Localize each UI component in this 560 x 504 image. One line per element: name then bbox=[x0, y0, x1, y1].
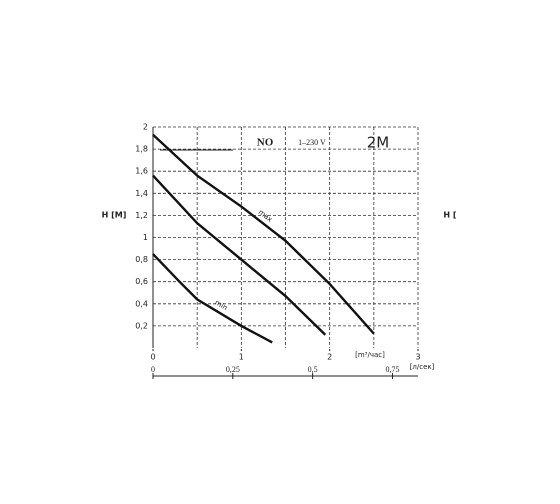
x2-tick-label: 0,75 bbox=[385, 365, 399, 374]
y-label: H [M] bbox=[102, 211, 127, 220]
x-tick-label: 3 bbox=[415, 353, 420, 362]
curve bbox=[152, 253, 273, 344]
x2-tick-label: 0,5 bbox=[308, 365, 318, 374]
x-unit: [m³/час] bbox=[355, 351, 385, 359]
x2-unit: [л/сек] bbox=[410, 363, 435, 371]
y-tick-label: 1,6 bbox=[135, 167, 148, 176]
y-tick-label: 0,2 bbox=[135, 321, 148, 330]
x-tick-label: 1 bbox=[239, 353, 244, 362]
y-tick-label: 0,6 bbox=[135, 277, 148, 286]
header-voltage: 1–230 V bbox=[298, 138, 326, 147]
header-size: 2M bbox=[367, 134, 390, 152]
y-tick-label: 2 bbox=[143, 123, 148, 132]
y-tick-label: 1,8 bbox=[135, 145, 148, 154]
x2-tick-label: 0 bbox=[151, 365, 155, 374]
y-tick-label: 0,8 bbox=[135, 255, 148, 264]
y-tick-label: 1,2 bbox=[135, 211, 148, 220]
y-tick-label: 1 bbox=[143, 233, 148, 242]
x2-tick-label: 0,25 bbox=[226, 365, 240, 374]
curve bbox=[152, 133, 375, 335]
y-tick-label: 0,4 bbox=[135, 299, 148, 308]
curve bbox=[152, 174, 327, 336]
y2-label: H [ bbox=[443, 211, 456, 220]
y-tick-label: 1,4 bbox=[135, 189, 148, 198]
x-tick-label: 2 bbox=[327, 353, 332, 362]
header-model: NO bbox=[257, 137, 274, 149]
x-tick-label: 0 bbox=[150, 353, 155, 362]
